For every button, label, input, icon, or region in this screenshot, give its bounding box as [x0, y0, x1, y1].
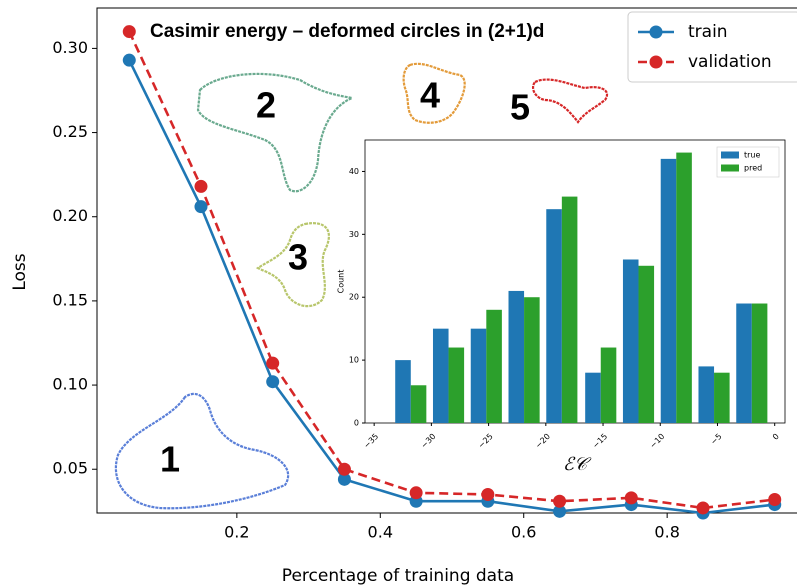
- x-tick-label: −30: [419, 432, 437, 450]
- point: [194, 179, 208, 193]
- y-tick-label: 0.25: [52, 122, 88, 141]
- x-tick-label: 0: [771, 432, 781, 442]
- legend-swatch: [721, 151, 739, 159]
- bar: [622, 259, 639, 423]
- bar: [395, 360, 411, 423]
- x-tick-label: −25: [476, 432, 494, 450]
- point: [409, 486, 423, 500]
- y-tick-label: 0: [354, 419, 359, 428]
- legend-label: pred: [744, 164, 762, 173]
- bar: [470, 328, 487, 423]
- point: [122, 25, 136, 39]
- point: [553, 504, 567, 518]
- bar: [714, 372, 730, 423]
- y-tick-label: 0.05: [52, 459, 88, 478]
- point: [266, 356, 280, 370]
- shape-label: 5: [510, 87, 530, 128]
- x-tick-label: 0.2: [224, 523, 249, 542]
- y-tick-label: 30: [349, 230, 359, 239]
- y-tick-label: 10: [349, 356, 359, 365]
- bar: [524, 297, 540, 423]
- point: [553, 494, 567, 508]
- legend: [627, 11, 797, 83]
- legend-label: train: [688, 22, 728, 42]
- point: [266, 375, 280, 389]
- bar: [546, 209, 562, 423]
- x-tick-label: 0.8: [654, 523, 679, 542]
- point: [122, 53, 136, 67]
- legend-swatch: [721, 164, 739, 172]
- x-tick-label: −35: [362, 432, 380, 450]
- x-axis-label: Percentage of training data: [282, 566, 514, 585]
- x-tick-label: −5: [709, 432, 724, 447]
- bar: [736, 303, 752, 423]
- plot-area: [96, 7, 797, 514]
- point: [696, 501, 710, 515]
- bar: [660, 158, 677, 423]
- shape-label: 3: [288, 237, 308, 278]
- bar: [585, 372, 601, 423]
- point: [768, 493, 782, 507]
- y-tick-label: 0.20: [52, 206, 88, 225]
- legend-marker: [649, 25, 663, 39]
- legend-label: validation: [688, 52, 772, 72]
- x-tick-label: −20: [534, 432, 552, 450]
- y-tick-label: 0.15: [52, 290, 88, 309]
- y-tick-label: 20: [349, 293, 359, 302]
- point: [337, 462, 351, 476]
- bar: [432, 328, 449, 423]
- x-tick-label: 0.4: [368, 523, 393, 542]
- line: [128, 59, 775, 515]
- bar: [508, 290, 525, 423]
- y-tick-label: 0.10: [52, 375, 88, 394]
- y-axis-label: Count: [337, 270, 346, 294]
- legend-marker: [649, 55, 663, 69]
- x-tick-label: −15: [591, 432, 609, 450]
- chart-title: Casimir energy – deformed circles in (2+…: [150, 21, 544, 42]
- x-axis-label: ℰ𝒞: [563, 454, 592, 475]
- shape-label: 2: [256, 85, 276, 126]
- y-axis-label: Loss: [10, 253, 30, 290]
- x-tick-label: 0.6: [511, 523, 536, 542]
- point: [194, 200, 208, 214]
- point: [481, 487, 495, 501]
- bar: [410, 385, 427, 423]
- bar: [638, 265, 655, 423]
- bar: [751, 303, 768, 423]
- point: [624, 491, 638, 505]
- y-tick-label: 0.30: [52, 38, 88, 57]
- bar: [448, 347, 465, 423]
- x-tick-label: −10: [648, 432, 666, 450]
- y-tick-label: 40: [349, 167, 359, 176]
- bar: [600, 347, 617, 423]
- shape-label: 4: [420, 75, 440, 116]
- shape-label: 1: [160, 439, 180, 480]
- bar: [676, 152, 692, 424]
- point: [337, 472, 351, 486]
- bar: [561, 196, 578, 423]
- bar: [486, 309, 502, 423]
- line: [128, 31, 775, 510]
- bar: [698, 366, 715, 423]
- legend-label: true: [744, 151, 760, 160]
- shape-outlines: [114, 62, 609, 510]
